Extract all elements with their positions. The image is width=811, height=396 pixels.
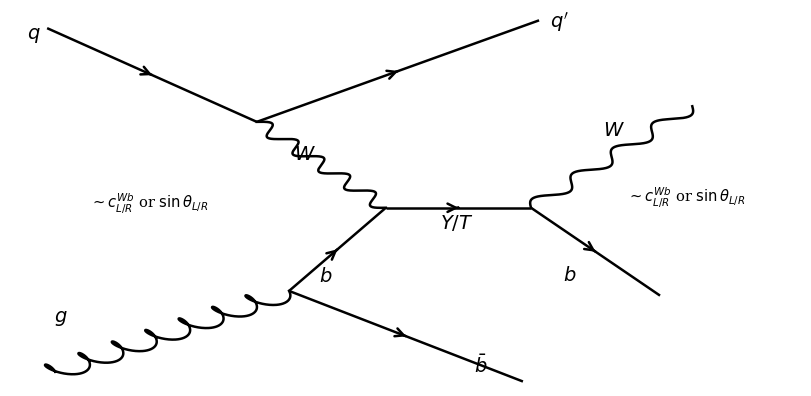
Text: $\sim c_{L/R}^{Wb}$ or $\sin\theta_{L/R}$: $\sim c_{L/R}^{Wb}$ or $\sin\theta_{L/R}…: [90, 192, 208, 216]
Text: $Y/T$: $Y/T$: [440, 213, 473, 233]
Text: $g$: $g$: [54, 309, 67, 328]
Text: $b$: $b$: [318, 267, 332, 286]
Text: $W$: $W$: [294, 146, 315, 164]
Text: $b$: $b$: [562, 266, 576, 285]
Text: $\sim c_{L/R}^{Wb}$ or $\sin\theta_{L/R}$: $\sim c_{L/R}^{Wb}$ or $\sin\theta_{L/R}…: [627, 186, 744, 210]
Text: $q$: $q$: [27, 27, 41, 46]
Text: $W$: $W$: [603, 122, 624, 140]
Text: $q'$: $q'$: [549, 10, 568, 34]
Text: $\bar{b}$: $\bar{b}$: [474, 354, 487, 377]
